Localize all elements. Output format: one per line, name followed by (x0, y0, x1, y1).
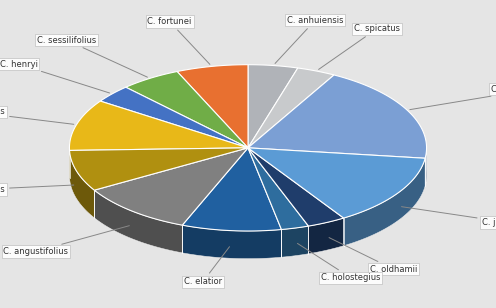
Text: C. spicatus: C. spicatus (318, 24, 400, 69)
Text: C. japonicus: C. japonicus (401, 207, 496, 227)
Polygon shape (182, 148, 281, 231)
Polygon shape (100, 87, 248, 148)
Text: C. holostegius: C. holostegius (298, 243, 380, 282)
Polygon shape (69, 148, 248, 190)
Polygon shape (126, 71, 248, 148)
Polygon shape (248, 65, 298, 148)
Text: C. tianmushanensis: C. tianmushanensis (410, 85, 496, 110)
Ellipse shape (69, 92, 427, 259)
Text: C. multistachys: C. multistachys (0, 107, 74, 124)
Polygon shape (425, 148, 427, 186)
Polygon shape (248, 148, 425, 218)
Polygon shape (69, 101, 248, 150)
Polygon shape (344, 158, 425, 246)
Text: C. anhuiensis: C. anhuiensis (275, 16, 344, 63)
Polygon shape (248, 148, 309, 229)
Polygon shape (248, 68, 334, 148)
Polygon shape (94, 190, 182, 253)
Polygon shape (281, 226, 309, 257)
Text: C. serratus: C. serratus (0, 185, 74, 194)
Polygon shape (248, 148, 344, 226)
Text: C. fortunei: C. fortunei (147, 17, 210, 64)
Polygon shape (177, 65, 248, 148)
Text: C. elatior: C. elatior (184, 247, 230, 286)
Polygon shape (94, 148, 248, 225)
Polygon shape (69, 150, 94, 218)
Text: C. angustifolius: C. angustifolius (3, 226, 129, 256)
Text: C. sessilifolius: C. sessilifolius (37, 36, 147, 77)
Text: C. henryi: C. henryi (0, 60, 110, 93)
Polygon shape (248, 75, 427, 158)
Text: C. oldhamii: C. oldhamii (329, 237, 417, 274)
Polygon shape (182, 225, 281, 259)
Polygon shape (309, 218, 344, 254)
